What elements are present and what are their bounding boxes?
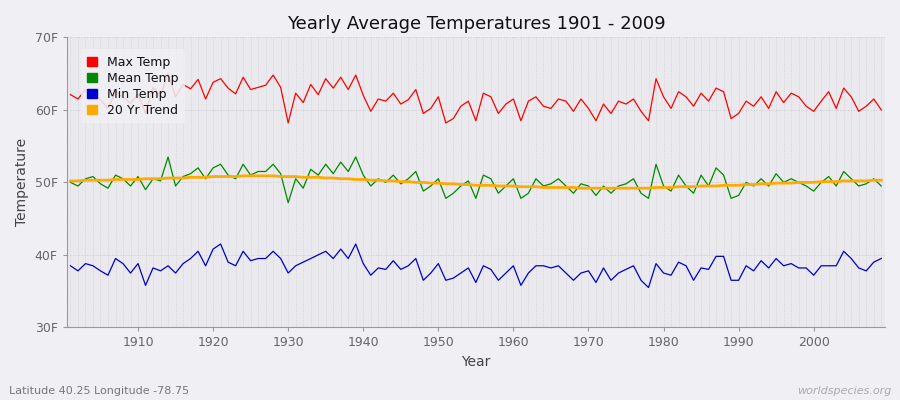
Text: Latitude 40.25 Longitude -78.75: Latitude 40.25 Longitude -78.75: [9, 386, 189, 396]
Y-axis label: Temperature: Temperature: [15, 138, 29, 226]
Legend: Max Temp, Mean Temp, Min Temp, 20 Yr Trend: Max Temp, Mean Temp, Min Temp, 20 Yr Tre…: [81, 49, 185, 123]
Text: worldspecies.org: worldspecies.org: [796, 386, 891, 396]
X-axis label: Year: Year: [461, 355, 491, 369]
Title: Yearly Average Temperatures 1901 - 2009: Yearly Average Temperatures 1901 - 2009: [286, 15, 665, 33]
